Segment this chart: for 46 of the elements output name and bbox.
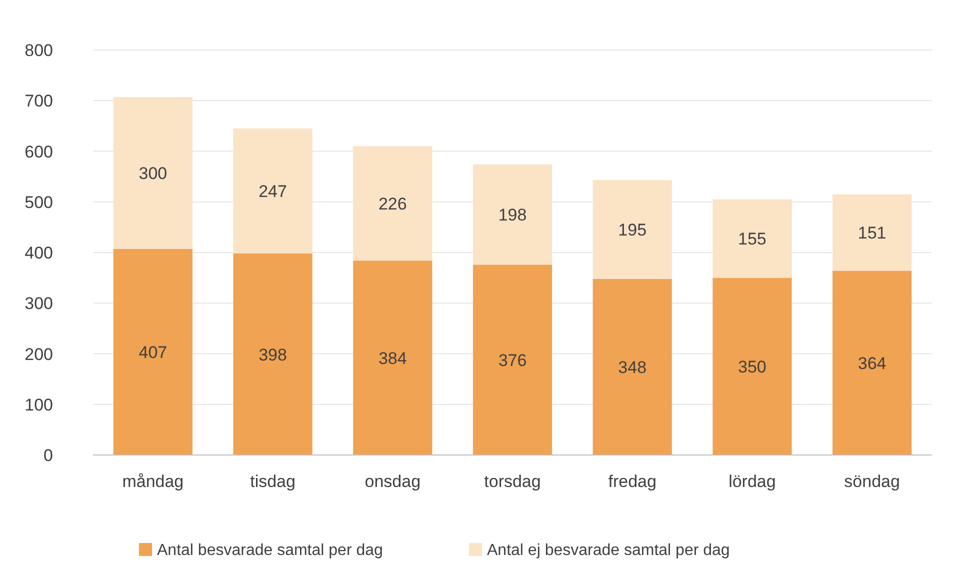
y-tick-label: 800 bbox=[24, 41, 53, 60]
y-tick-label: 400 bbox=[24, 244, 53, 262]
bar bbox=[353, 146, 432, 261]
y-tick-label: 600 bbox=[24, 142, 53, 162]
data-label: 226 bbox=[378, 194, 407, 214]
y-tick-label: 200 bbox=[24, 344, 53, 364]
bar bbox=[592, 278, 672, 455]
data-label: 195 bbox=[618, 220, 647, 240]
x-tick-label: torsdag bbox=[484, 472, 541, 491]
bar bbox=[832, 270, 912, 455]
y-tick-label: 500 bbox=[24, 192, 53, 212]
x-tick-label: fredag bbox=[608, 472, 656, 491]
data-label: 407 bbox=[138, 342, 168, 362]
data-label: 364 bbox=[858, 354, 886, 373]
y-tick-label: 100 bbox=[24, 395, 53, 414]
x-tick-label: lördag bbox=[728, 472, 776, 491]
data-label: 155 bbox=[738, 230, 766, 249]
data-label: 300 bbox=[138, 164, 168, 184]
x-tick-label: måndag bbox=[122, 472, 184, 491]
data-label: 384 bbox=[378, 348, 407, 368]
y-tick-label: 300 bbox=[24, 294, 53, 314]
legend-label: Antal ej besvarade samtal per dag bbox=[487, 542, 730, 559]
bar bbox=[113, 248, 192, 455]
data-label: 198 bbox=[498, 206, 527, 225]
x-tick-label: söndag bbox=[844, 472, 900, 491]
y-tick-label: 700 bbox=[24, 92, 53, 111]
bar bbox=[233, 254, 312, 455]
data-label: 247 bbox=[258, 182, 287, 201]
bar bbox=[592, 180, 672, 279]
x-tick-label: onsdag bbox=[364, 472, 421, 491]
bar bbox=[472, 164, 552, 265]
bar bbox=[233, 128, 312, 254]
bar bbox=[353, 260, 432, 455]
data-label: 151 bbox=[858, 224, 886, 243]
bar bbox=[712, 278, 792, 455]
bar bbox=[472, 264, 552, 455]
data-label: 376 bbox=[498, 350, 527, 370]
x-tick-label: tisdag bbox=[250, 472, 296, 491]
data-label: 350 bbox=[738, 357, 766, 376]
legend-label: Antal besvarade samtal per dag bbox=[157, 542, 383, 559]
data-label: 348 bbox=[618, 358, 647, 377]
bar bbox=[832, 194, 912, 271]
data-label: 398 bbox=[258, 345, 287, 364]
bar bbox=[113, 97, 192, 249]
bar bbox=[712, 199, 792, 278]
y-tick-label: 0 bbox=[44, 446, 53, 465]
